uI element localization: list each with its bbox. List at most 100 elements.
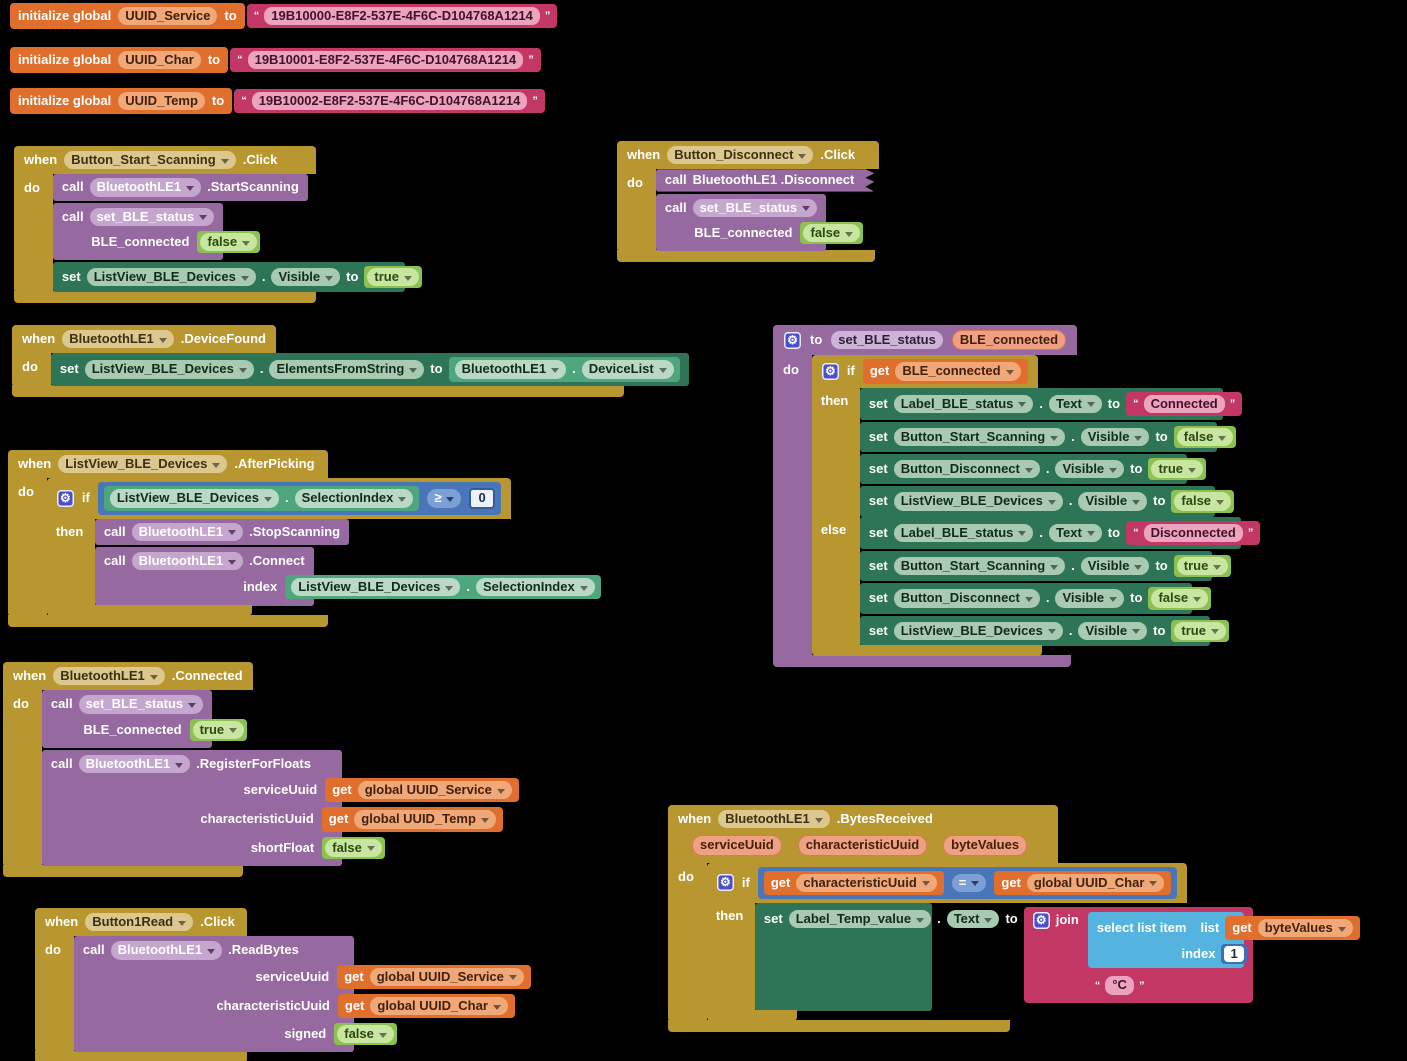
procedure-dropdown[interactable]: set_BLE_status bbox=[89, 207, 215, 226]
component-dropdown[interactable]: BluetoothLE1 bbox=[89, 178, 202, 197]
component-dropdown[interactable]: Button_Disconnect bbox=[893, 460, 1040, 479]
set-listview-visible-statement[interactable]: set ListView_BLE_Devices . Visible to tr… bbox=[52, 262, 422, 293]
string-block[interactable]: “ 19B10001-E8F2-537E-4F6C-D104768A1214 ” bbox=[230, 48, 541, 73]
component-dropdown[interactable]: ListView_BLE_Devices bbox=[58, 455, 228, 474]
component-dropdown[interactable]: BluetoothLE1 bbox=[718, 810, 830, 829]
boolean-block[interactable]: false bbox=[1173, 425, 1237, 449]
variable-name-badge[interactable]: UUID_Service bbox=[118, 7, 218, 26]
boolean-block[interactable]: false bbox=[800, 221, 864, 245]
gear-icon[interactable]: ⚙ bbox=[56, 489, 74, 507]
comparison-block[interactable]: ListView_BLE_Devices . SelectionIndex ≥ … bbox=[97, 482, 501, 515]
if-block[interactable]: ⚙ if get BLE_connected then set Label_BL bbox=[811, 355, 1261, 656]
if-block[interactable]: ⚙ if ListView_BLE_Devices . SelectionInd… bbox=[46, 478, 601, 617]
number-block[interactable]: 0 bbox=[469, 488, 495, 509]
property-dropdown[interactable]: Visible bbox=[1080, 427, 1150, 447]
component-dropdown[interactable]: BluetoothLE1 bbox=[131, 551, 244, 571]
parameter-badge[interactable]: BLE_connected bbox=[951, 330, 1067, 351]
component-property-getter[interactable]: ListView_BLE_Devices . SelectionIndex bbox=[285, 575, 601, 600]
property-dropdown[interactable]: Text bbox=[1049, 523, 1102, 543]
number-block[interactable]: 1 bbox=[1221, 944, 1247, 965]
component-dropdown[interactable]: Label_Temp_value bbox=[788, 909, 932, 929]
property-dropdown[interactable]: Visible bbox=[1078, 621, 1148, 640]
procedure-set-ble-status-block[interactable]: ⚙ to set_BLE_status BLE_connected do ⚙ i… bbox=[773, 325, 1261, 667]
call-disconnect-statement[interactable]: call BluetoothLE1 .Disconnect bbox=[656, 169, 874, 191]
gear-icon[interactable]: ⚙ bbox=[784, 331, 801, 349]
component-dropdown[interactable]: Button_Disconnect bbox=[667, 146, 814, 165]
property-dropdown[interactable]: Visible bbox=[1055, 589, 1125, 608]
property-dropdown[interactable]: Text bbox=[946, 909, 1000, 929]
parameter-badge[interactable]: serviceUuid bbox=[692, 835, 782, 856]
component-dropdown[interactable]: Button1Read bbox=[85, 913, 194, 932]
component-dropdown[interactable]: BluetoothLE1 bbox=[131, 522, 244, 541]
when-devicefound-block[interactable]: when BluetoothLE1 .DeviceFound do set Li… bbox=[12, 325, 689, 397]
property-dropdown[interactable]: Text bbox=[1049, 394, 1102, 413]
component-dropdown[interactable]: BluetoothLE1 bbox=[110, 941, 223, 960]
variable-dropdown[interactable]: characteristicUuid bbox=[796, 873, 937, 892]
component-dropdown[interactable]: BluetoothLE1 bbox=[78, 754, 191, 774]
call-registerforfloats-statement[interactable]: call BluetoothLE1 .RegisterForFloats ser… bbox=[41, 749, 519, 867]
string-block[interactable]: “Connected” bbox=[1126, 391, 1243, 416]
boolean-block[interactable]: false bbox=[334, 1023, 397, 1046]
variable-dropdown[interactable]: byteValues bbox=[1257, 918, 1353, 938]
set-visible-statement[interactable]: set Button_Disconnect . Visible to false bbox=[859, 583, 1212, 614]
when-connected-block[interactable]: when BluetoothLE1 .Connected do call set… bbox=[3, 662, 519, 878]
when-button-start-scanning-click-block[interactable]: when Button_Start_Scanning .Click do cal… bbox=[14, 146, 422, 304]
when-button1read-click-block[interactable]: when Button1Read .Click do call Bluetoot… bbox=[35, 908, 531, 1061]
set-visible-statement[interactable]: set ListView_BLE_Devices . Visible to fa… bbox=[859, 486, 1235, 517]
init-global-uuid-temp-block[interactable]: initialize global UUID_Temp to “ 19B1000… bbox=[10, 88, 545, 115]
property-dropdown[interactable]: SelectionIndex bbox=[475, 578, 595, 597]
set-label-text-statement[interactable]: set Label_BLE_status . Text to “Connecte… bbox=[859, 387, 1243, 420]
set-label-text-statement[interactable]: set Label_BLE_status . Text to “Disconne… bbox=[859, 516, 1261, 550]
component-dropdown[interactable]: BluetoothLE1 bbox=[454, 360, 567, 379]
component-dropdown[interactable]: ListView_BLE_Devices bbox=[291, 578, 461, 597]
boolean-block[interactable]: true bbox=[1171, 619, 1229, 642]
operator-dropdown[interactable]: = bbox=[951, 873, 987, 892]
component-property-getter[interactable]: ListView_BLE_Devices . SelectionIndex bbox=[103, 486, 420, 511]
set-visible-statement[interactable]: set ListView_BLE_Devices . Visible to tr… bbox=[859, 615, 1229, 646]
parameter-badge[interactable]: byteValues bbox=[943, 835, 1028, 856]
set-label-temp-statement[interactable]: set Label_Temp_value . Text to ⚙ join se bbox=[754, 902, 1360, 1011]
boolean-block[interactable]: false bbox=[322, 836, 385, 860]
set-visible-statement[interactable]: set Button_Start_Scanning . Visible to f… bbox=[859, 421, 1237, 453]
comparison-block[interactable]: get characteristicUuid = get global UUID_C… bbox=[757, 866, 1178, 899]
when-afterpicking-block[interactable]: when ListView_BLE_Devices .AfterPicking … bbox=[8, 450, 601, 628]
property-dropdown[interactable]: DeviceList bbox=[581, 360, 674, 379]
call-set-ble-status-statement[interactable]: call set_BLE_status BLE_connected false bbox=[655, 193, 864, 252]
get-variable-block[interactable]: get characteristicUuid bbox=[763, 870, 944, 895]
initialize-global-block[interactable]: initialize global UUID_Temp to bbox=[10, 88, 233, 115]
property-dropdown[interactable]: SelectionIndex bbox=[294, 489, 414, 508]
component-dropdown[interactable]: BluetoothLE1 bbox=[53, 667, 165, 686]
call-connect-statement[interactable]: call BluetoothLE1 .Connect index ListVie… bbox=[94, 546, 601, 607]
string-value[interactable]: 19B10000-E8F2-537E-4F6C-D104768A1214 bbox=[264, 7, 540, 26]
procedure-dropdown[interactable]: set_BLE_status bbox=[78, 695, 204, 714]
component-dropdown[interactable]: Button_Start_Scanning bbox=[893, 557, 1066, 576]
call-set-ble-status-statement[interactable]: call set_BLE_status BLE_connected true bbox=[41, 690, 248, 748]
call-readbytes-statement[interactable]: call BluetoothLE1 .ReadBytes serviceUuid… bbox=[73, 936, 531, 1053]
init-global-uuid-service-block[interactable]: initialize global UUID_Service to “ 19B1… bbox=[10, 3, 558, 30]
property-dropdown[interactable]: Visible bbox=[1080, 557, 1150, 576]
boolean-block[interactable]: true bbox=[364, 266, 422, 289]
join-block[interactable]: ⚙ join select list item list get byteValues… bbox=[1023, 906, 1360, 1003]
property-dropdown[interactable]: Visible bbox=[1078, 492, 1148, 511]
when-bytesreceived-block[interactable]: when BluetoothLE1 .BytesReceived service… bbox=[668, 805, 1360, 1032]
parameter-badge[interactable]: characteristicUuid bbox=[797, 835, 928, 856]
boolean-block[interactable]: false bbox=[1171, 490, 1235, 513]
string-block[interactable]: “ 19B10000-E8F2-537E-4F6C-D104768A1214 ” bbox=[246, 4, 558, 29]
get-variable-block[interactable]: get byteValues bbox=[1225, 915, 1360, 941]
component-dropdown[interactable]: ListView_BLE_Devices bbox=[893, 621, 1063, 640]
variable-dropdown[interactable]: BLE_connected bbox=[895, 362, 1021, 381]
get-global-block[interactable]: get global UUID_Service bbox=[337, 964, 531, 989]
component-dropdown[interactable]: Button_Start_Scanning bbox=[893, 427, 1066, 447]
get-global-block[interactable]: get global UUID_Char bbox=[994, 870, 1172, 895]
get-global-block[interactable]: get global UUID_Temp bbox=[321, 807, 503, 832]
set-visible-statement[interactable]: set Button_Start_Scanning . Visible to t… bbox=[859, 551, 1232, 582]
procedure-name-badge[interactable]: set_BLE_status bbox=[831, 331, 943, 350]
component-dropdown[interactable]: Button_Disconnect bbox=[893, 589, 1040, 608]
operator-dropdown[interactable]: ≥ bbox=[427, 489, 462, 508]
boolean-block[interactable]: true bbox=[189, 718, 248, 741]
gear-icon[interactable]: ⚙ bbox=[1032, 911, 1050, 929]
call-set-ble-status-statement[interactable]: call set_BLE_status BLE_connected false bbox=[52, 202, 261, 261]
call-startscanning-statement[interactable]: call BluetoothLE1 .StartScanning bbox=[52, 174, 308, 201]
component-dropdown[interactable]: ListView_BLE_Devices bbox=[893, 492, 1063, 511]
